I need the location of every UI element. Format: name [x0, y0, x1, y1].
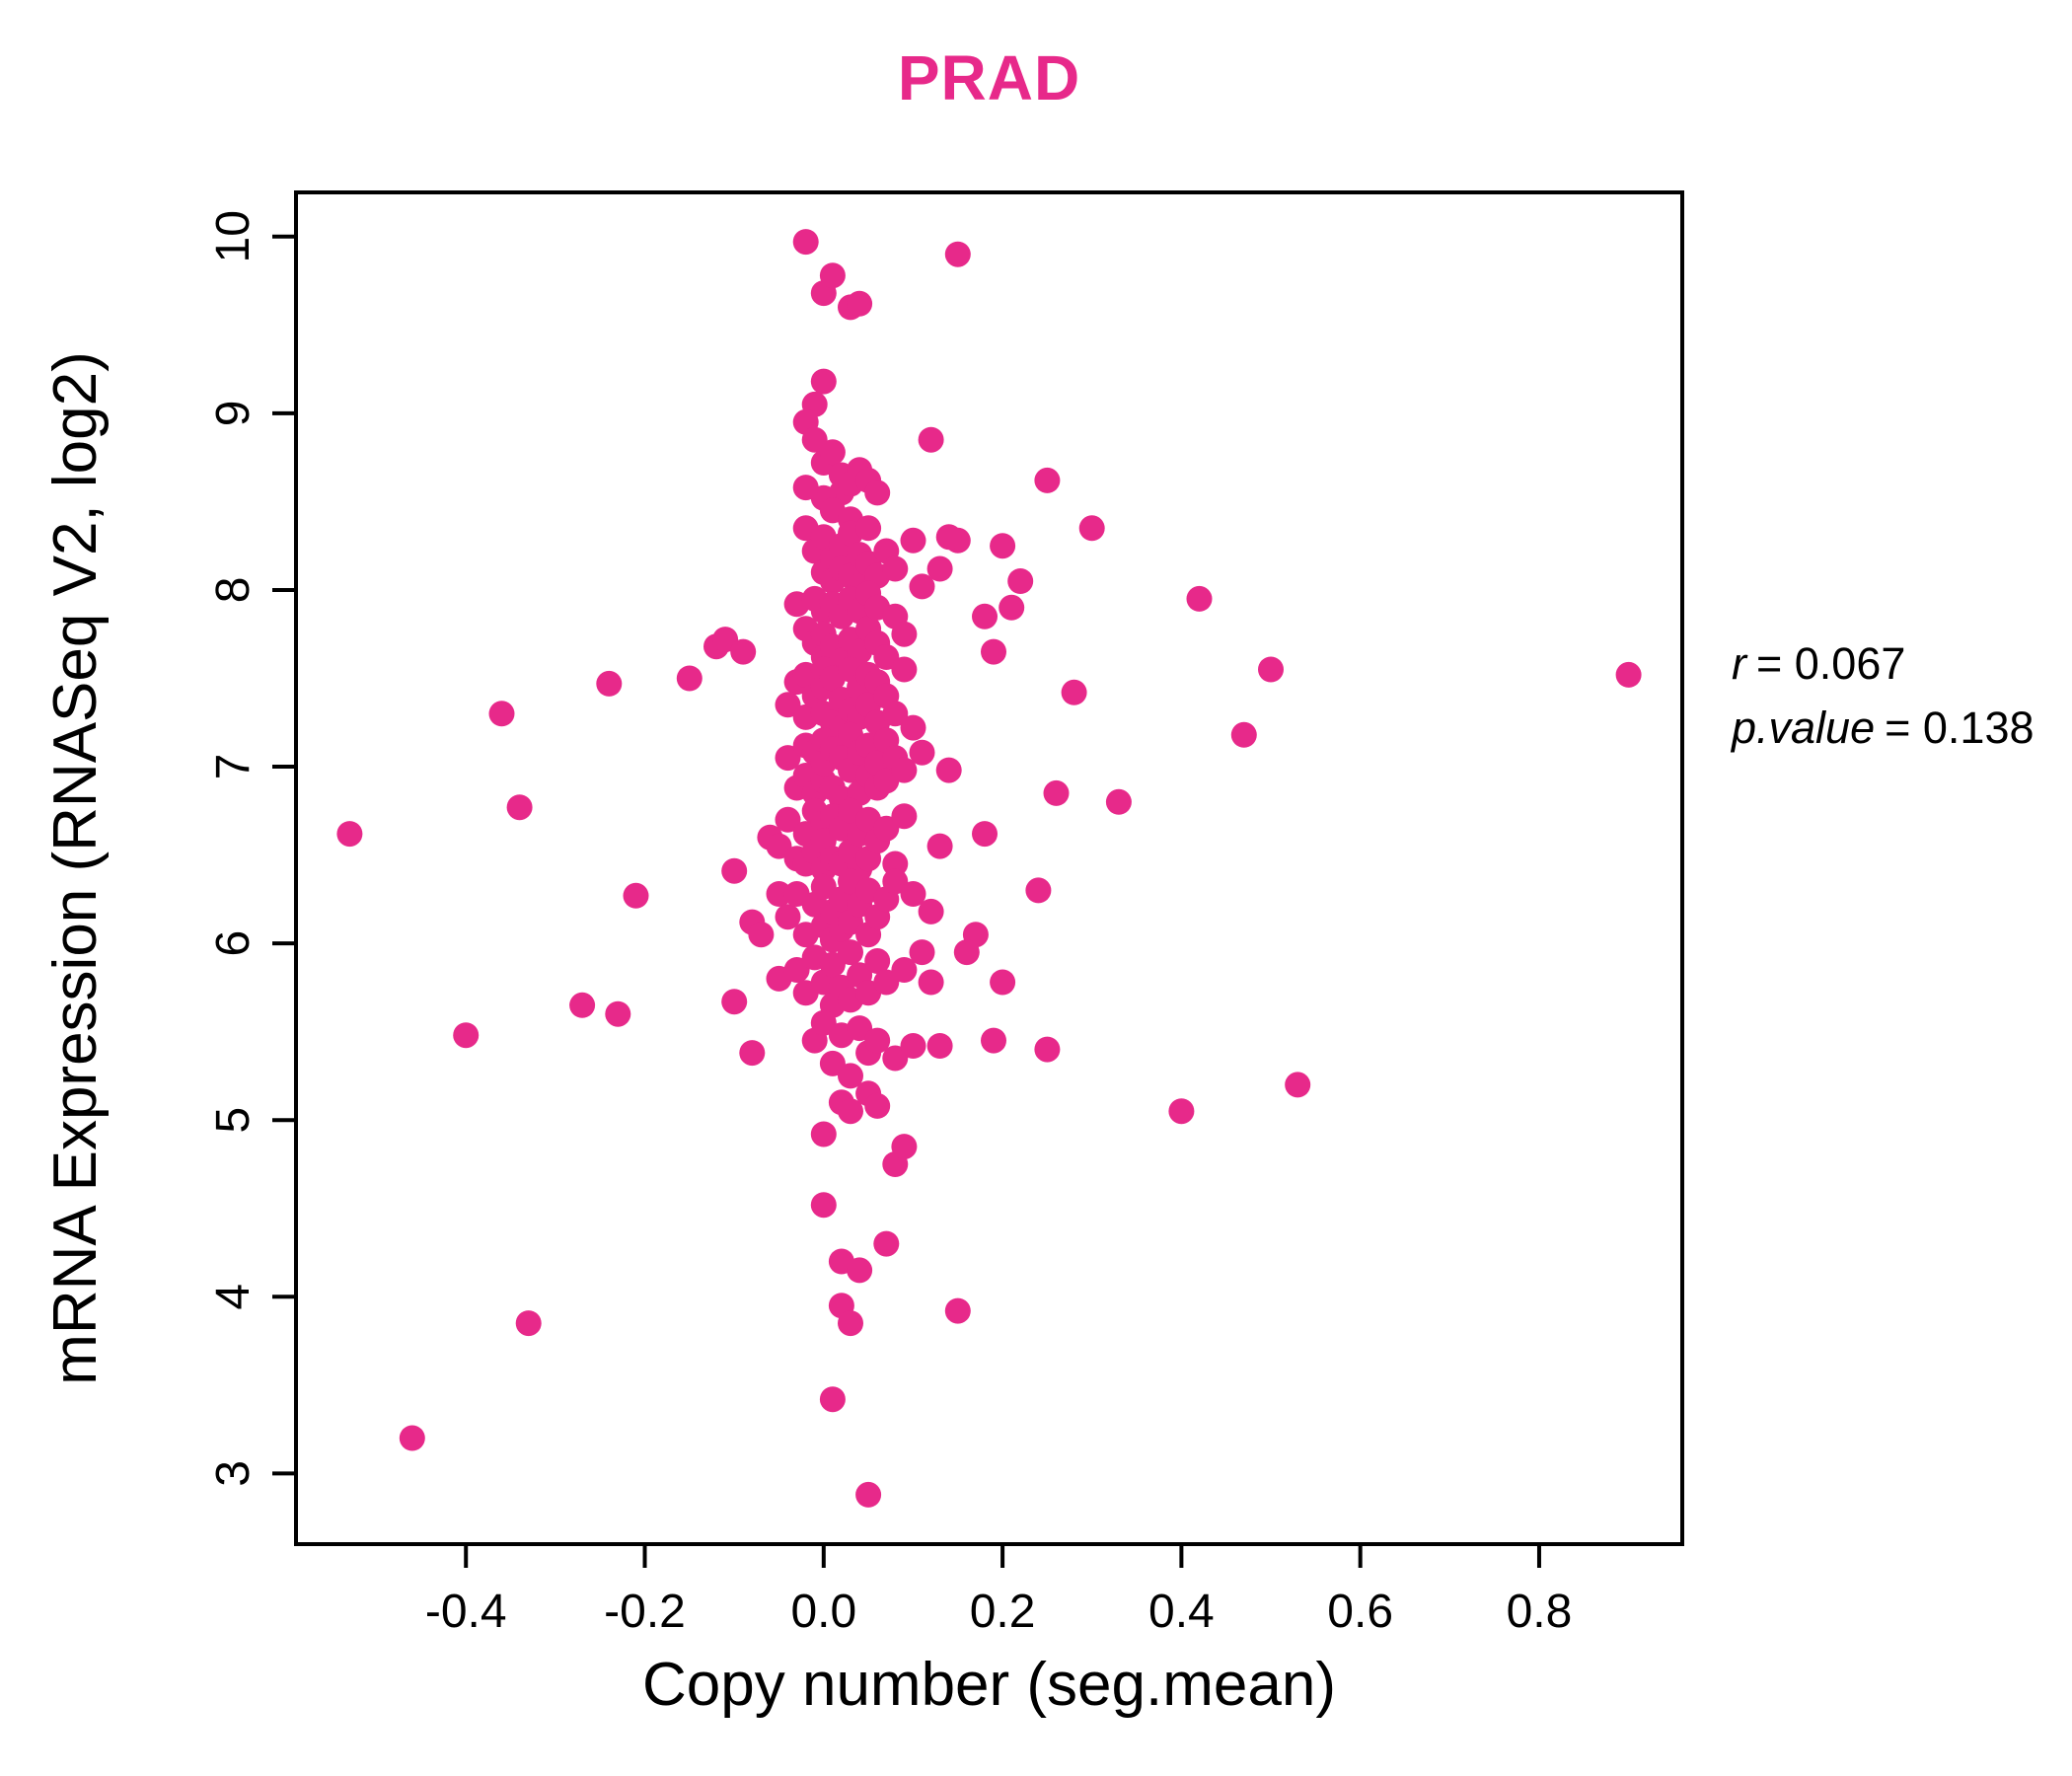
stat-pvalue-name: p.value	[1732, 703, 1876, 754]
svg-text:0.8: 0.8	[1507, 1586, 1573, 1638]
stat-pvalue-value: = 0.138	[1885, 703, 2035, 754]
x-axis-title: Copy number (seg.mean)	[642, 1651, 1336, 1719]
svg-text:0.0: 0.0	[790, 1586, 856, 1638]
svg-text:0.6: 0.6	[1327, 1586, 1393, 1638]
stat-r-value: = 0.067	[1756, 638, 1906, 689]
svg-text:-0.4: -0.4	[425, 1586, 507, 1638]
svg-text:7: 7	[207, 754, 259, 780]
stat-r-line: r = 0.067	[1732, 631, 2035, 696]
chart-title: PRAD	[897, 42, 1081, 113]
stats-annotation: r = 0.067 p.value = 0.138	[1732, 631, 2035, 761]
svg-text:0.2: 0.2	[970, 1586, 1036, 1638]
svg-text:5: 5	[207, 1107, 259, 1134]
svg-text:4: 4	[207, 1284, 259, 1310]
stat-r-name: r	[1732, 638, 1746, 689]
stat-pvalue-line: p.value = 0.138	[1732, 696, 2035, 760]
svg-text:8: 8	[207, 577, 259, 604]
svg-text:9: 9	[207, 401, 259, 427]
svg-text:0.4: 0.4	[1148, 1586, 1215, 1638]
svg-text:3: 3	[207, 1460, 259, 1487]
svg-text:-0.2: -0.2	[604, 1586, 686, 1638]
svg-text:10: 10	[207, 210, 259, 262]
svg-text:6: 6	[207, 930, 259, 957]
